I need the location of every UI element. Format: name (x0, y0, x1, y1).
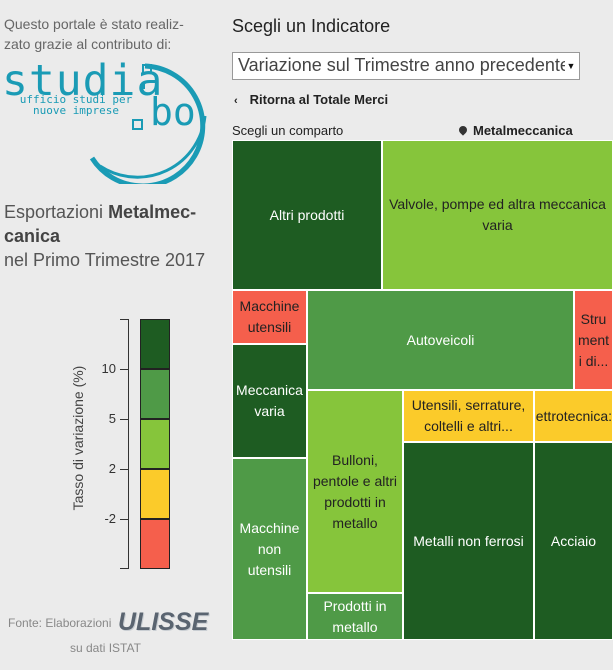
treemap-cell-label: Prodotti in metallo (323, 597, 387, 635)
legend-swatch (140, 319, 170, 369)
legend-tick-label: 5 (108, 411, 116, 426)
credit-text: Questo portale è stato realiz- zato graz… (4, 16, 184, 52)
logo-subtitle: ufficio studi per nuove imprese (19, 93, 133, 117)
treemap-cell-label: Altri prodotti (269, 206, 345, 223)
legend-swatch (140, 519, 170, 569)
ulisse-logo[interactable]: ULISSE (118, 608, 209, 636)
treemap-cell[interactable]: Utensili, serrature, coltelli e altri... (403, 390, 534, 442)
legend-tick (120, 319, 128, 320)
legend-tick (120, 519, 128, 520)
treemap-cell[interactable]: Prodotti in metallo (307, 593, 403, 640)
logo-word: studia (2, 56, 164, 106)
title-period: nel Primo Trimestre 2017 (4, 250, 206, 270)
treemap-cell[interactable]: Autoveicoli (307, 290, 574, 390)
treemap-cell-label: Macchine non utensili (239, 519, 300, 578)
dropdown-arrow-icon[interactable]: ▼ (565, 58, 577, 74)
treemap: Altri prodotti Valvole, pompe ed altra m… (232, 140, 613, 640)
back-link-label: Ritorna al Totale Merci (249, 92, 389, 107)
legend-axis-line (128, 319, 129, 569)
treemap-cell-label: Bulloni, pentole e altri prodotti in met… (312, 451, 398, 531)
indicator-select-value: Variazione sul Trimestre anno precedente (238, 55, 570, 75)
legend-axis-title: Tasso di variazione (%) (70, 365, 86, 511)
map-pin-icon (457, 124, 469, 136)
treemap-cell-label: Elettrotecnica:... (535, 407, 613, 424)
legend-swatch (140, 419, 170, 469)
treemap-cell-label: Metalli non ferrosi (413, 532, 524, 549)
treemap-cell-label: Macchine utensili (239, 298, 300, 335)
title-prefix: Esportazioni (4, 202, 109, 222)
treemap-cell[interactable]: Meccanica varia (232, 344, 307, 458)
treemap-cell[interactable]: Altri prodotti (232, 140, 382, 290)
legend-tick-label: 10 (101, 361, 116, 376)
legend-tick (120, 369, 128, 370)
logo-ring-icon (89, 63, 207, 184)
legend-tick-label: 2 (108, 461, 116, 476)
comparto-value: Metalmeccanica (473, 123, 573, 138)
treemap-cell-label: Utensili, serrature, coltelli e altri... (411, 397, 526, 434)
source-suffix: su dati ISTAT (70, 641, 141, 655)
treemap-cell-label: Meccanica varia (236, 382, 303, 419)
treemap-cell[interactable]: Elettrotecnica:... (534, 390, 613, 442)
legend-swatch (140, 369, 170, 419)
back-link[interactable]: ‹ Ritorna al Totale Merci (234, 92, 388, 107)
source-prefix: Fonte: Elaborazioni (8, 616, 112, 630)
indicator-select[interactable]: Variazione sul Trimestre anno precedente… (232, 52, 580, 80)
treemap-cell[interactable]: Macchine utensili (232, 290, 307, 344)
treemap-cell[interactable]: Macchine non utensili (232, 458, 307, 640)
comparto-label: Scegli un comparto (232, 123, 344, 138)
legend-tick-label: -2 (104, 511, 116, 526)
treemap-cell[interactable]: Bulloni, pentole e altri prodotti in met… (307, 390, 403, 593)
indicator-heading: Scegli un Indicatore (232, 16, 391, 36)
legend-tick (120, 568, 128, 569)
logo-suffix: bo (150, 90, 196, 134)
studiabo-logo[interactable]: studia bo ufficio studi per nuove impres… (0, 56, 215, 184)
treemap-cell[interactable]: Valvole, pompe ed altra meccanica varia (382, 140, 613, 290)
color-legend: Tasso di variazione (%) 10 5 2 -2 (60, 314, 180, 574)
treemap-cell[interactable]: Stru ment i di... (574, 290, 613, 390)
legend-tick (120, 419, 128, 420)
treemap-cell[interactable]: Acciaio (534, 442, 613, 640)
legend-tick (120, 469, 128, 470)
treemap-cell[interactable]: Metalli non ferrosi (403, 442, 534, 640)
title-sector: Metalmec- canica (4, 202, 197, 246)
treemap-cell-label: Stru ment i di... (577, 310, 610, 369)
chevron-left-icon: ‹ (234, 95, 238, 107)
page-title: Esportazioni Metalmec- canica nel Primo … (4, 200, 214, 272)
treemap-cell-label: Autoveicoli (406, 331, 475, 348)
comparto-selector[interactable]: Metalmeccanica (457, 123, 573, 138)
treemap-cell-label: Valvole, pompe ed altra meccanica varia (389, 196, 606, 233)
legend-swatch (140, 469, 170, 519)
treemap-cell-label: Acciaio (550, 532, 597, 549)
